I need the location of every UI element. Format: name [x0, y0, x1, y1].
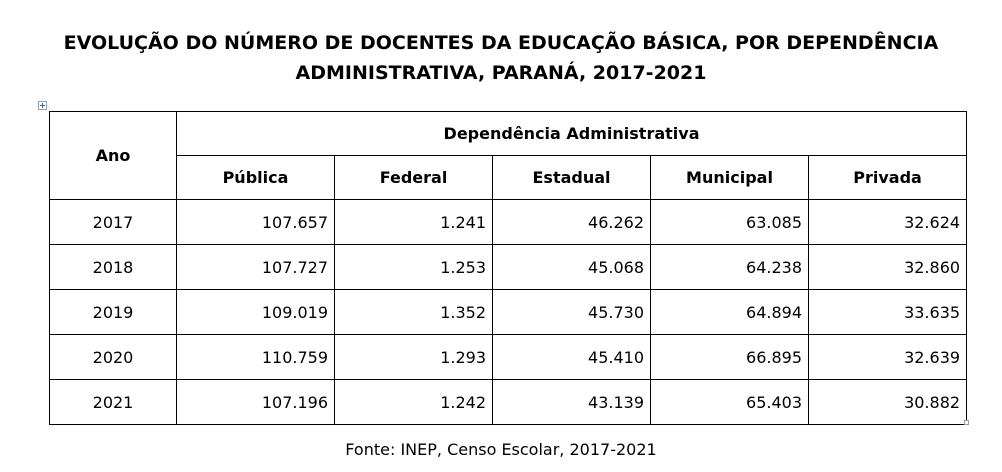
- year-cell: 2021: [49, 379, 177, 425]
- table-resize-handle-icon[interactable]: [964, 420, 969, 425]
- table-header-row-2: Pública Federal Estadual Municipal Priva…: [50, 155, 968, 200]
- municipal-cell: 63.085: [650, 199, 809, 245]
- source-caption: Fonte: INEP, Censo Escolar, 2017-2021: [345, 440, 657, 459]
- column-header-publica: Pública: [176, 155, 335, 200]
- table-header-row-1: Ano Dependência Administrativa: [49, 111, 968, 200]
- privada-cell: 30.882: [807, 379, 968, 425]
- column-header-municipal: Municipal: [650, 155, 809, 200]
- column-header-privada: Privada: [807, 155, 968, 200]
- privada-cell: 32.860: [807, 244, 968, 290]
- estadual-cell: 46.262: [492, 199, 651, 245]
- publica-cell: 107.196: [176, 379, 335, 425]
- municipal-cell: 64.238: [650, 244, 809, 290]
- estadual-cell: 45.730: [492, 289, 651, 335]
- year-cell: 2018: [49, 244, 177, 290]
- table-row: 2021 107.196 1.242 43.139 65.403 30.882: [49, 379, 968, 425]
- publica-cell: 109.019: [176, 289, 335, 335]
- table-row: 2019 109.019 1.352 45.730 64.894 33.635: [49, 289, 968, 335]
- municipal-cell: 64.894: [650, 289, 809, 335]
- page-title: EVOLUÇÃO DO NÚMERO DE DOCENTES DA EDUCAÇ…: [0, 28, 1002, 88]
- title-line-2: ADMINISTRATIVA, PARANÁ, 2017-2021: [295, 62, 707, 84]
- federal-cell: 1.293: [334, 334, 493, 380]
- publica-cell: 107.727: [176, 244, 335, 290]
- title-line-1: EVOLUÇÃO DO NÚMERO DE DOCENTES DA EDUCAÇ…: [63, 32, 939, 54]
- group-header: Dependência Administrativa: [175, 111, 968, 156]
- year-cell: 2019: [49, 289, 177, 335]
- year-header: Ano: [49, 111, 177, 200]
- year-cell: 2017: [49, 199, 177, 245]
- estadual-cell: 45.068: [492, 244, 651, 290]
- teachers-table: Ano Dependência Administrativa Pública F…: [49, 111, 968, 425]
- publica-cell: 110.759: [176, 334, 335, 380]
- privada-cell: 32.624: [807, 199, 968, 245]
- publica-cell: 107.657: [176, 199, 335, 245]
- federal-cell: 1.352: [334, 289, 493, 335]
- column-header-estadual: Estadual: [492, 155, 651, 200]
- privada-cell: 33.635: [807, 289, 968, 335]
- year-cell: 2020: [49, 334, 177, 380]
- municipal-cell: 65.403: [650, 379, 809, 425]
- table-move-handle-icon[interactable]: [38, 101, 47, 110]
- estadual-cell: 43.139: [492, 379, 651, 425]
- federal-cell: 1.253: [334, 244, 493, 290]
- privada-cell: 32.639: [807, 334, 968, 380]
- table-row: 2017 107.657 1.241 46.262 63.085 32.624: [49, 199, 968, 245]
- estadual-cell: 45.410: [492, 334, 651, 380]
- column-header-federal: Federal: [334, 155, 493, 200]
- federal-cell: 1.241: [334, 199, 493, 245]
- table-row: 2018 107.727 1.253 45.068 64.238 32.860: [49, 244, 968, 290]
- municipal-cell: 66.895: [650, 334, 809, 380]
- federal-cell: 1.242: [334, 379, 493, 425]
- table-row: 2020 110.759 1.293 45.410 66.895 32.639: [49, 334, 968, 380]
